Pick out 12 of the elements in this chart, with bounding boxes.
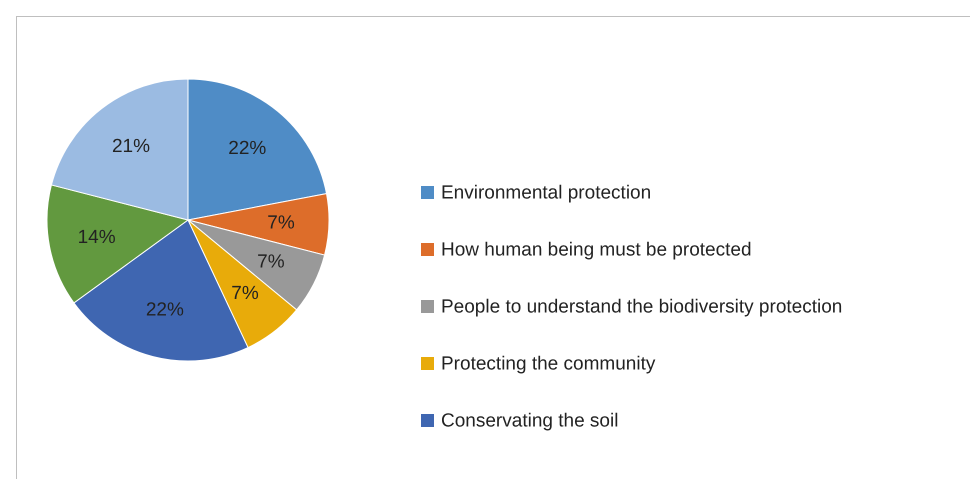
legend-label: How human being must be protected bbox=[441, 240, 752, 260]
data-label: 22% bbox=[146, 300, 184, 321]
data-label: 21% bbox=[112, 136, 150, 157]
legend-label: Protecting the community bbox=[441, 354, 656, 374]
data-label: 7% bbox=[257, 252, 285, 273]
legend-label: People to understand the biodiversity protection bbox=[441, 296, 842, 318]
legend-label: Environmental protection bbox=[441, 182, 652, 204]
data-label: 14% bbox=[78, 226, 116, 248]
legend-label: Conservating the soil bbox=[441, 410, 618, 432]
data-label: 7% bbox=[231, 283, 259, 304]
data-label: 7% bbox=[267, 212, 295, 234]
data-label: 22% bbox=[228, 138, 266, 159]
